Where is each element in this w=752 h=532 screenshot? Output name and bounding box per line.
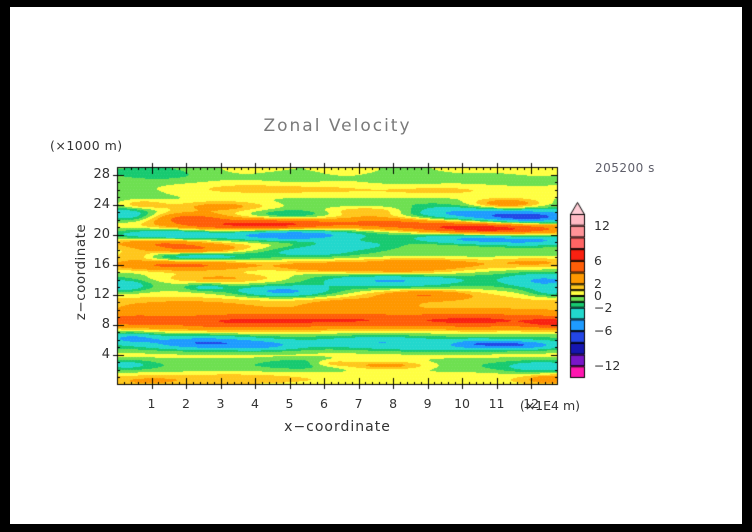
x-tick-label: 7 [354,396,363,411]
x-tick-label: 10 [454,396,471,411]
z-tick-label: 8 [101,316,110,332]
x-tick-label: 4 [251,396,259,411]
plot-page: Zonal Velocity (×1000 m) 205200 s z−coor… [10,7,742,524]
z-tick-label: 24 [93,196,110,212]
z-tick-label: 16 [93,256,110,272]
z-axis-unit-label: (×1000 m) [50,138,123,153]
colorbar-label: −6 [594,323,613,339]
x-tick-label: 11 [488,396,505,411]
x-tick-label: 12 [523,396,540,411]
colorbar-label: 0 [594,288,602,303]
colorbar-label: −12 [594,358,621,374]
colorbar [569,200,586,382]
x-axis-title: x−coordinate [284,419,391,435]
colorbar-label: 12 [594,217,610,233]
colorbar-label: 2 [594,276,602,292]
x-tick-label: 6 [320,396,328,411]
x-tick-label: 2 [182,396,190,411]
z-tick-label: 12 [93,286,110,302]
x-axis-unit-label: (×1E4 m) [519,398,580,413]
z-tick-label: 20 [93,226,110,242]
z-tick-label: 28 [93,166,110,182]
colorbar-label: 6 [594,252,602,268]
z-tick-label: 4 [101,346,110,362]
plot-title: Zonal Velocity [263,116,412,136]
colorbar-label: −2 [594,299,613,315]
x-tick-label: 5 [285,396,294,411]
contour-plot-canvas [107,157,568,395]
x-tick-label: 8 [389,396,398,411]
x-tick-label: 3 [216,396,225,411]
x-tick-label: 9 [423,396,432,411]
x-tick-label: 1 [147,396,156,411]
timestamp-label: 205200 s [595,161,655,175]
